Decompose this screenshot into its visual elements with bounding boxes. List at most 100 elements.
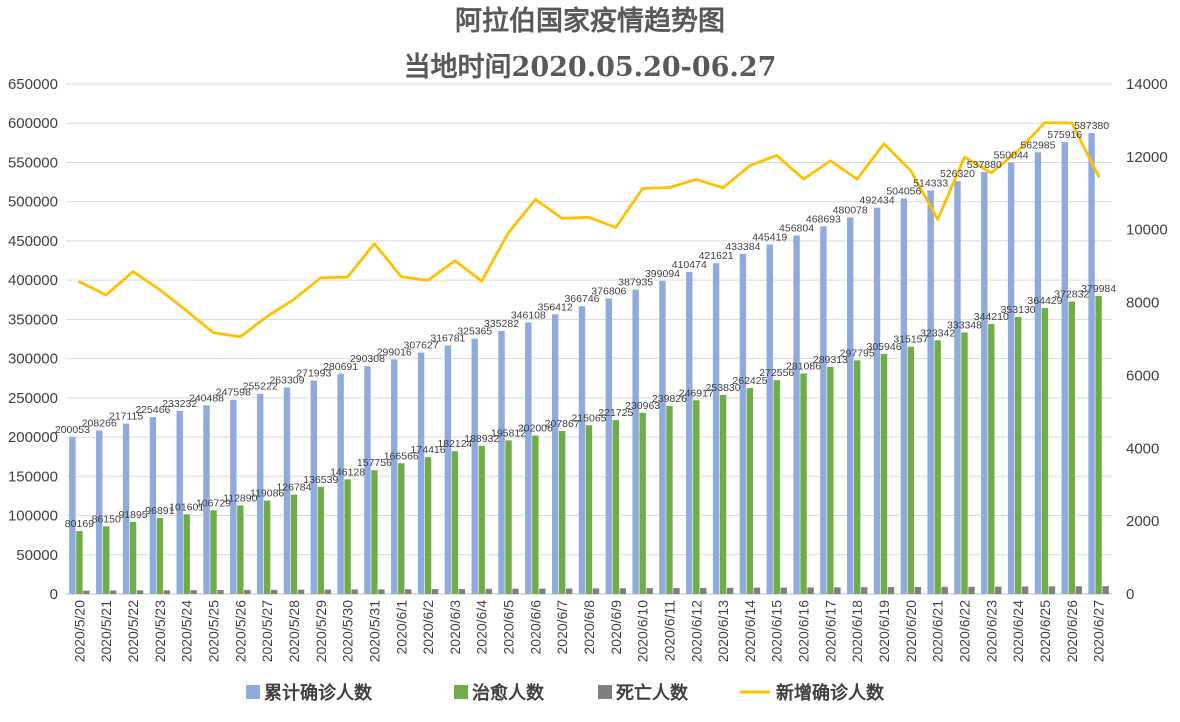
bar xyxy=(861,587,868,594)
bar xyxy=(539,588,546,594)
bar xyxy=(344,479,351,594)
x-tick-label: 2020/6/12 xyxy=(688,600,704,662)
bar xyxy=(297,589,305,594)
bar xyxy=(880,353,888,594)
right-tick-label: 6000 xyxy=(1126,367,1159,384)
x-tick-label: 2020/5/23 xyxy=(152,600,168,662)
bar xyxy=(136,590,144,594)
bar xyxy=(458,588,466,594)
bar xyxy=(739,253,747,594)
data-label: 333348 xyxy=(947,319,982,331)
data-label: 225466 xyxy=(135,404,170,416)
data-label: 182124 xyxy=(437,438,472,450)
bar xyxy=(371,470,378,594)
bar xyxy=(190,590,197,594)
bar xyxy=(431,589,439,594)
left-tick-label: 0 xyxy=(50,586,58,603)
bar xyxy=(719,394,727,594)
right-tick-label: 2000 xyxy=(1126,513,1159,530)
left-tick-label: 100000 xyxy=(8,508,58,525)
bar xyxy=(619,588,627,594)
x-tick-label: 2020/6/27 xyxy=(1091,600,1107,662)
data-label: 126784 xyxy=(276,482,311,494)
x-tick-label: 2020/5/22 xyxy=(125,600,141,662)
legend-swatch xyxy=(246,685,260,699)
data-label: 255222 xyxy=(243,381,278,393)
data-label: 280691 xyxy=(323,361,358,373)
bar xyxy=(310,380,317,594)
data-label: 136539 xyxy=(303,474,338,486)
bar xyxy=(1014,316,1022,594)
x-tick-label: 2020/6/21 xyxy=(930,600,946,662)
bar xyxy=(686,271,693,594)
legend: 累计确诊人数 治愈人数 死亡人数 新增确诊人数 xyxy=(246,682,885,704)
data-label: 166566 xyxy=(384,450,419,462)
right-tick-label: 10000 xyxy=(1126,222,1168,239)
bar xyxy=(1034,152,1042,594)
data-label: 157756 xyxy=(357,457,392,469)
data-label: 112890 xyxy=(223,492,257,504)
bar xyxy=(558,430,566,594)
left-tick-label: 600000 xyxy=(8,115,58,132)
bar xyxy=(673,588,680,594)
bar xyxy=(270,589,278,594)
bar xyxy=(995,586,1002,594)
x-tick-label: 2020/5/27 xyxy=(259,600,275,662)
x-tick-label: 2020/6/26 xyxy=(1064,600,1080,662)
bar xyxy=(954,181,961,594)
data-label: 353130 xyxy=(1001,304,1036,316)
bar xyxy=(820,226,827,594)
data-label: 246917 xyxy=(679,387,714,399)
x-tick-label: 2020/6/14 xyxy=(742,600,758,662)
bar xyxy=(900,198,908,595)
data-label: 456804 xyxy=(779,223,814,235)
x-tick-label: 2020/5/25 xyxy=(206,600,222,662)
x-tick-label: 2020/6/10 xyxy=(635,600,651,662)
x-tick-label: 2020/5/30 xyxy=(340,600,356,662)
data-label: 504056 xyxy=(886,186,921,198)
bar xyxy=(612,420,620,594)
bar xyxy=(1048,586,1056,594)
bar xyxy=(424,457,432,594)
bar xyxy=(244,589,251,594)
left-tick-label: 50000 xyxy=(16,547,58,564)
right-tick-label: 12000 xyxy=(1126,149,1168,166)
legend-label: 死亡人数 xyxy=(616,682,689,704)
bar xyxy=(941,586,948,594)
data-label: 315157 xyxy=(893,334,928,346)
x-tick-label: 2020/6/18 xyxy=(849,600,865,662)
bar xyxy=(1041,308,1049,594)
x-axis: 2020/5/20 2020/5/21 2020/5/22 2020/5/23 2020… xyxy=(71,600,1106,663)
data-label: 208266 xyxy=(82,418,117,430)
bar xyxy=(927,190,934,594)
data-label: 325365 xyxy=(457,326,492,338)
bar xyxy=(968,586,975,594)
bar xyxy=(1075,586,1082,594)
data-label: 305946 xyxy=(867,341,902,353)
chart-title: 阿拉伯国家疫情趋势图 xyxy=(455,5,725,37)
bars xyxy=(69,133,1109,595)
bar xyxy=(149,417,157,594)
bar xyxy=(163,590,171,594)
bar xyxy=(337,373,344,594)
left-tick-label: 200000 xyxy=(8,429,58,446)
x-tick-label: 2020/6/15 xyxy=(769,600,785,662)
data-label: 207867 xyxy=(545,418,580,430)
bar xyxy=(505,440,512,594)
right-tick-label: 14000 xyxy=(1126,76,1168,93)
bar xyxy=(203,405,210,594)
bar xyxy=(398,463,405,594)
data-label: 575916 xyxy=(1047,129,1082,141)
data-label: 146128 xyxy=(330,466,365,478)
bar xyxy=(827,367,834,594)
bar xyxy=(666,405,673,594)
data-label: 233232 xyxy=(162,398,197,410)
bar xyxy=(551,314,559,594)
bar xyxy=(1095,295,1102,594)
data-label: 215065 xyxy=(571,412,606,424)
data-label: 379984 xyxy=(1081,283,1116,295)
data-label: 514333 xyxy=(913,177,948,189)
bar xyxy=(1068,301,1075,594)
left-axis: 0 50000 100000 150000 200000 250000 300000 3500… xyxy=(8,76,58,603)
